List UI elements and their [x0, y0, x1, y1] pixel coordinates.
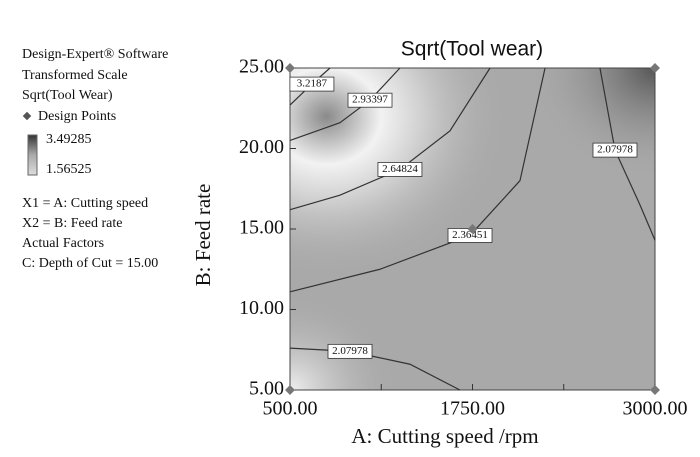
contour-label: 2.07978 — [597, 144, 633, 156]
contour-label-box — [592, 142, 638, 158]
y-tick-label: 10.00 — [239, 297, 284, 319]
x2: X2 = B: Feed rate — [22, 216, 122, 231]
legend-marker — [22, 111, 32, 121]
design-point — [285, 385, 295, 395]
y-tick-label: 20.00 — [239, 136, 284, 158]
x-tick-label: 500.00 — [263, 398, 318, 420]
contour-label: 2.93397 — [352, 94, 388, 106]
software: Design-Expert® Software — [22, 47, 168, 62]
contour-label: 2.64824 — [382, 163, 418, 175]
design-point — [467, 224, 478, 234]
contour-label-box — [347, 92, 393, 108]
contour-label-box — [327, 343, 373, 359]
y-tick-label: 25.00 — [239, 56, 284, 78]
contour-label-box — [377, 162, 423, 177]
response: Sqrt(Tool Wear) — [22, 88, 113, 103]
x-tick-label: 3000.00 — [623, 398, 688, 420]
y-tick-label: 5.00 — [249, 378, 284, 400]
design-point — [650, 385, 660, 395]
factor-c: C: Depth of Cut = 15.00 — [22, 256, 158, 271]
contour-label-box — [289, 76, 335, 92]
x1: X1 = A: Cutting speed — [22, 196, 148, 211]
y-label: B: Feed rate — [191, 184, 215, 287]
y-tick-label: 15.00 — [239, 217, 284, 239]
contour-line — [289, 67, 401, 142]
contour-label: 2.36451 — [452, 229, 488, 241]
scale: Transformed Scale — [22, 68, 128, 83]
contour-label: 3.2187 — [297, 78, 328, 90]
design-point — [650, 63, 660, 73]
contour-label: 2.07978 — [332, 345, 368, 357]
x-label: A: Cutting speed /rpm — [351, 424, 538, 448]
contour-line — [289, 347, 461, 391]
contour-line — [599, 67, 656, 241]
x-tick-label: 1750.00 — [440, 398, 505, 420]
legend-label: Design Points — [38, 109, 116, 124]
chart-title: Sqrt(Tool wear) — [401, 38, 543, 61]
actual-factors: Actual Factors — [22, 236, 104, 251]
colorbar-max: 3.49285 — [46, 132, 92, 147]
colorbar-min: 1.56525 — [46, 162, 92, 177]
colorbar — [27, 134, 38, 176]
